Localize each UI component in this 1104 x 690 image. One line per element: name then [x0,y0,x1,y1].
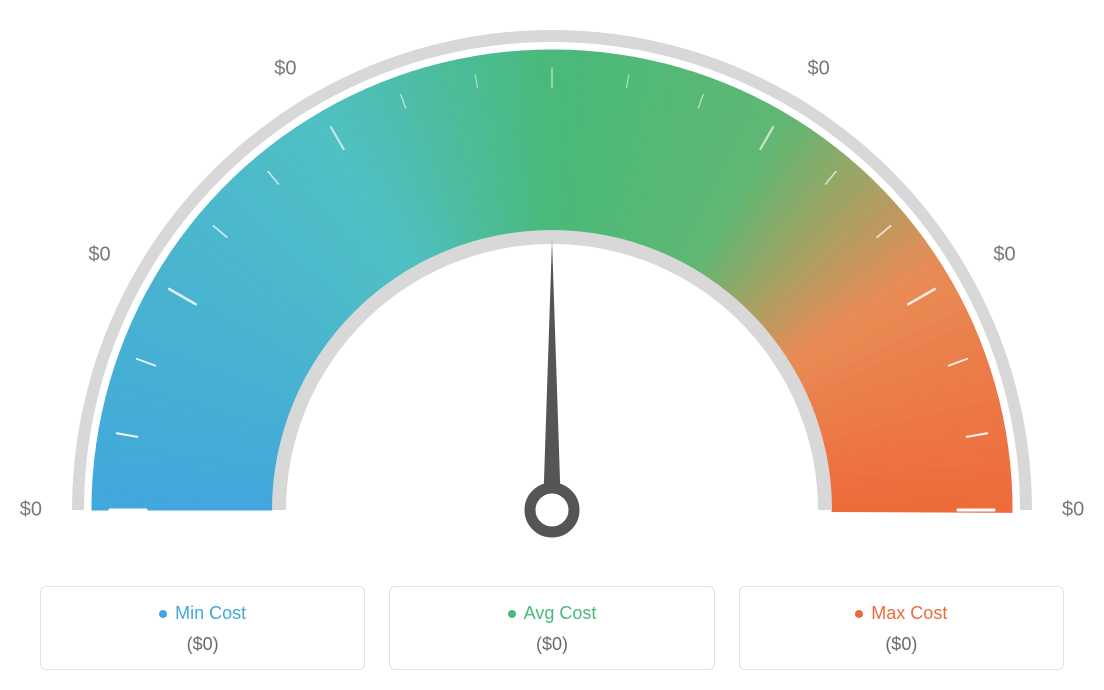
legend-card-min: Min Cost ($0) [40,586,365,670]
min-dot-icon [159,610,167,618]
gauge-scale-label: $0 [88,243,110,266]
legend-card-avg: Avg Cost ($0) [389,586,714,670]
gauge-scale-label: $0 [274,57,296,80]
gauge-scale-label: $0 [993,243,1015,266]
max-value: ($0) [750,634,1053,655]
max-label: Max Cost [871,603,947,624]
avg-value: ($0) [400,634,703,655]
max-dot-icon [855,610,863,618]
gauge-scale-label: $0 [807,57,829,80]
legend-row: Min Cost ($0) Avg Cost ($0) Max Cost ($0… [40,586,1064,670]
gauge-scale-label: $0 [20,499,42,522]
gauge-scale-label: $0 [1062,499,1084,522]
legend-card-max: Max Cost ($0) [739,586,1064,670]
cost-gauge: $0$0$0$0$0$0$0 [0,0,1104,560]
avg-dot-icon [508,610,516,618]
avg-label: Avg Cost [524,603,597,624]
min-value: ($0) [51,634,354,655]
min-label: Min Cost [175,603,246,624]
